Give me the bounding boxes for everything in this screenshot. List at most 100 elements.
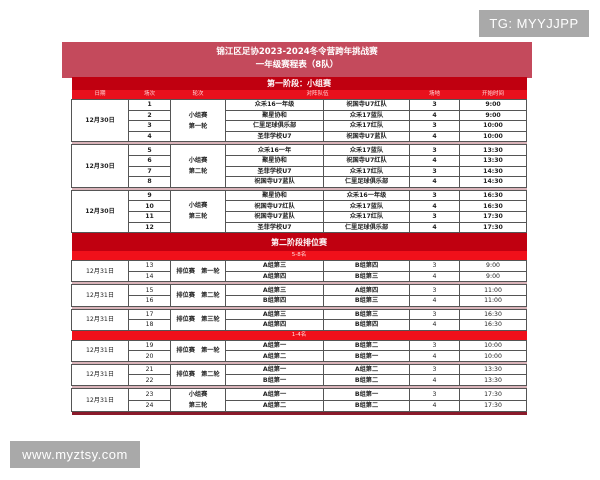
field-number: 4 <box>409 176 460 188</box>
away-team: B组第三 <box>323 294 410 307</box>
match-row: 3 仁里足球俱乐部 众禾17红队 3 10:00 <box>72 120 528 132</box>
match-number: 24 <box>128 399 171 413</box>
start-time: 9:00 <box>458 99 528 111</box>
match-row: 12月31日 21 排位赛 第二轮 A组第一 A组第二 3 13:30 <box>71 363 528 387</box>
round-label: 排位赛 第一轮 <box>170 339 226 362</box>
match-number: 4 <box>128 130 171 143</box>
round-label: 小组赛 第三轮 <box>170 388 226 413</box>
match-number: 17 <box>128 308 171 321</box>
bottom-border <box>71 411 527 416</box>
away-team: B组第三 <box>323 308 410 321</box>
away-team: B组第二 <box>323 374 410 387</box>
away-team: B组第三 <box>323 270 410 283</box>
round-text: 小组赛 <box>188 157 208 165</box>
match-number: 1 <box>128 99 171 111</box>
round-text: 小组赛 <box>188 111 208 119</box>
title-line1: 锦江区足协2023-2024冬令营跨年挑战赛 <box>216 47 378 57</box>
round-text: 排位赛 第三轮 <box>176 316 220 324</box>
start-time: 10:00 <box>458 339 528 352</box>
section-header: 5-8名 <box>71 251 527 261</box>
group-separator <box>71 361 527 365</box>
match-row: 12月30日 9 小组赛 第三轮 聚星协和 众禾16一年级 3 16:30 <box>71 189 528 234</box>
round-text: 第三轮 <box>188 402 208 410</box>
group-separator <box>71 141 527 145</box>
away-team: 众禾17蓝队 <box>323 144 410 156</box>
start-time: 9:00 <box>458 109 528 122</box>
match-number: 16 <box>128 294 171 307</box>
match-date: 12月30日 <box>71 189 129 234</box>
field-number: 3 <box>409 99 460 111</box>
field-number: 4 <box>409 350 460 362</box>
start-time: 10:00 <box>458 350 528 362</box>
start-time: 17:30 <box>458 210 528 223</box>
match-number: 10 <box>128 200 171 212</box>
round-text: 小组赛 <box>188 202 208 210</box>
field-number: 3 <box>409 308 460 321</box>
home-team: 聚星协和 <box>225 109 324 122</box>
away-team: 众禾17蓝队 <box>323 109 410 122</box>
match-number: 14 <box>128 270 171 283</box>
match-date: 12月31日 <box>71 308 129 331</box>
match-number: 18 <box>128 319 171 331</box>
field-number: 3 <box>409 260 460 272</box>
home-team: A组第二 <box>225 350 324 362</box>
away-team: B组第二 <box>323 399 410 413</box>
home-team: 祝国寺U7蓝队 <box>225 176 324 188</box>
round-label: 小组赛 第一轮 <box>170 98 226 143</box>
start-time: 13:30 <box>458 144 528 156</box>
away-team: 祝国寺U7红队 <box>323 154 410 167</box>
home-team: A组第一 <box>225 363 324 376</box>
separator <box>71 385 527 389</box>
field-number: 3 <box>409 388 460 401</box>
match-row: 12月31日 15 排位赛 第二轮 A组第三 A组第四 3 11:00 <box>71 284 528 307</box>
away-team: 众禾17红队 <box>323 120 410 132</box>
match-row: 12 圣菲学校U7 仁里足球俱乐部 4 17:30 <box>72 221 528 234</box>
round-text: 排位赛 第一轮 <box>176 347 220 355</box>
match-date: 12月30日 <box>71 98 129 143</box>
col-header-time: 开始时间 <box>459 90 527 100</box>
home-team: B组第四 <box>225 294 324 307</box>
home-team: A组第四 <box>225 319 324 331</box>
round-text: 第二轮 <box>188 168 208 176</box>
start-time: 9:00 <box>458 270 528 283</box>
match-row: 16 B组第四 B组第三 4 11:00 <box>72 294 528 307</box>
round-label: 排位赛 第二轮 <box>170 363 226 387</box>
match-row: 11 祝国寺U7蓝队 众禾17红队 3 17:30 <box>72 210 528 223</box>
start-time: 13:30 <box>458 374 528 387</box>
start-time: 11:00 <box>458 294 528 307</box>
away-team: 众禾17红队 <box>323 165 410 178</box>
match-number: 3 <box>128 120 171 132</box>
match-row: 22 B组第一 B组第二 4 13:30 <box>72 374 528 387</box>
schedule-table: 第一阶段：小组赛 日期 场次 轮次 对阵队伍 场地 开始时间 12月30日 1 小组赛 第一轮 众禾1… <box>71 77 528 416</box>
section-label: 1-4名 <box>71 330 527 341</box>
col-header-teams: 对阵队伍 <box>225 90 410 100</box>
separator <box>71 306 527 309</box>
match-number: 22 <box>128 374 171 387</box>
match-row: 14 A组第四 B组第三 4 9:00 <box>72 270 528 283</box>
match-number: 7 <box>128 165 171 178</box>
phase-header: 第一阶段：小组赛 <box>71 77 527 90</box>
field-number: 3 <box>409 339 460 352</box>
match-date: 12月31日 <box>71 339 129 362</box>
field-number: 3 <box>409 144 460 156</box>
round-label: 排位赛 第二轮 <box>170 284 226 307</box>
schedule-sheet: 第一阶段：小组赛 日期 场次 轮次 对阵队伍 场地 开始时间 12月30日 1 小组赛 第一轮 众禾1… <box>71 77 528 416</box>
start-time: 16:30 <box>458 200 528 212</box>
round-label: 小组赛 第二轮 <box>170 144 226 188</box>
field-number: 3 <box>409 363 460 376</box>
match-date: 12月31日 <box>71 284 129 307</box>
match-number: 6 <box>128 154 171 167</box>
match-number: 19 <box>128 339 171 352</box>
match-row: 12月31日 19 排位赛 第一轮 A组第一 B组第二 3 10:00 <box>71 339 528 362</box>
field-number: 4 <box>409 200 460 212</box>
match-number: 23 <box>128 388 171 401</box>
home-team: A组第一 <box>225 339 324 352</box>
separator <box>71 141 527 145</box>
away-team: A组第四 <box>323 284 410 296</box>
col-header-round: 轮次 <box>170 90 226 100</box>
col-header-no: 场次 <box>128 90 171 100</box>
match-number: 8 <box>128 176 171 188</box>
match-date: 12月31日 <box>71 260 129 283</box>
match-row: 12月30日 1 小组赛 第一轮 众禾16一年级 祝国寺U7红队 3 9:00 <box>71 98 528 143</box>
start-time: 16:30 <box>458 319 528 331</box>
